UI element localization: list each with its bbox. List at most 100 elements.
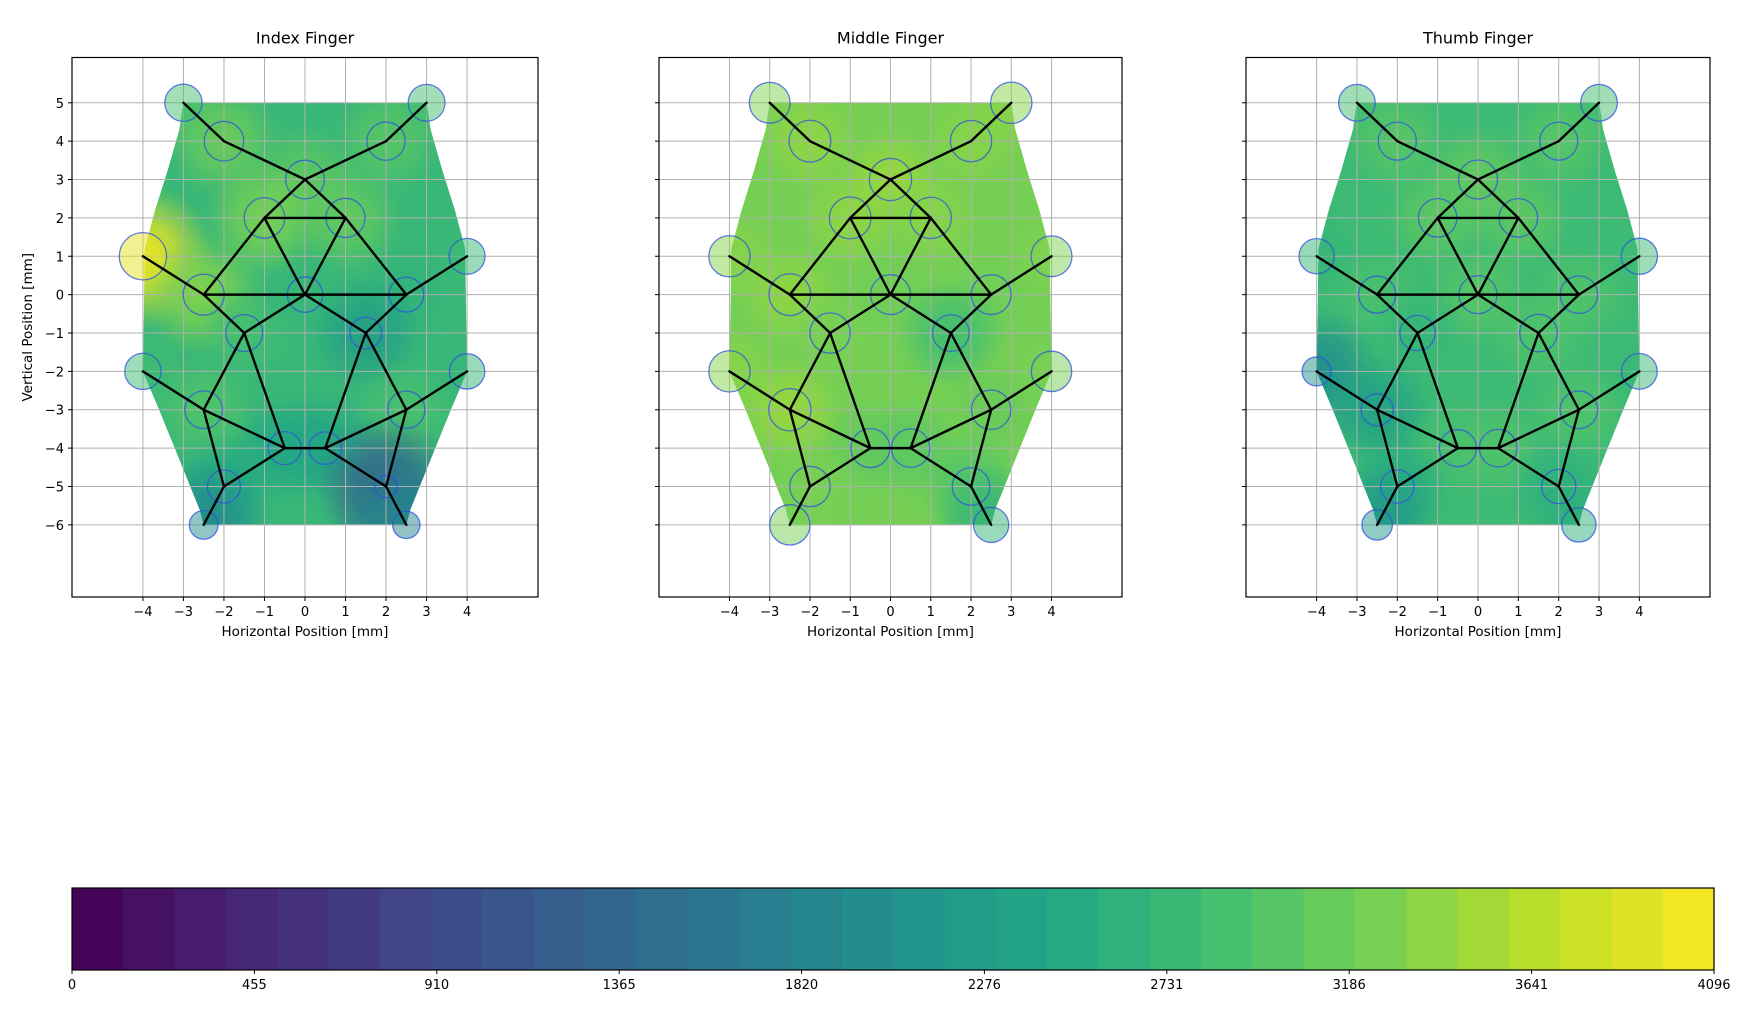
panel-thumb-finger: Thumb Finger −4 −3 −2 −1 0 1 2 3 4 Horizontal Pos… — [1242, 29, 1711, 640]
colorbar-segment — [1149, 888, 1202, 970]
sensor-node-circle — [285, 159, 325, 200]
x-tick-label: −4 — [720, 605, 739, 620]
sensor-node-circle — [789, 465, 831, 508]
colorbar: 0 455 910 1365 1820 2276 2731 3186 3641 4096 — [68, 887, 1731, 993]
sensor-node-circle — [366, 121, 406, 161]
colorbar-segment — [328, 888, 381, 970]
y-tick-label: −5 — [45, 480, 64, 495]
sensor-node-circle — [206, 469, 242, 504]
colorbar-segment — [225, 888, 278, 970]
colorbar-segment — [379, 888, 432, 970]
colorbar-tick-label: 3186 — [1333, 978, 1366, 993]
sensor-node-circle — [788, 119, 832, 163]
heatmap-surface — [729, 102, 1052, 525]
x-tick-label: 0 — [1474, 605, 1482, 620]
x-tick-label: −1 — [1428, 605, 1447, 620]
x-tick-label: 3 — [422, 605, 430, 620]
colorbar-segment — [1252, 888, 1305, 970]
x-tick-label: −2 — [214, 605, 233, 620]
sensor-node-circle — [349, 316, 383, 350]
sensor-node-circle — [809, 312, 851, 354]
colorbar-tick-label: 2276 — [968, 978, 1001, 993]
colorbar-segment — [1354, 888, 1407, 970]
y-tick-label: −3 — [45, 404, 64, 419]
sensor-node-circle — [951, 467, 991, 506]
colorbar-tick-label: 1820 — [785, 978, 818, 993]
x-tick-label: −3 — [760, 605, 779, 620]
sensor-node-circle — [970, 389, 1012, 431]
colorbar-tick-label: 910 — [424, 978, 449, 993]
colorbar-segment — [1406, 888, 1459, 970]
y-axis-ticks — [1242, 102, 1246, 526]
colorbar-tick-label: 2731 — [1150, 978, 1183, 993]
x-tick-label: −4 — [133, 605, 152, 620]
colorbar-segment — [1098, 888, 1151, 970]
colorbar-segment — [1457, 888, 1510, 970]
sensor-node-circle — [1360, 393, 1394, 427]
heatmap-surface — [142, 102, 468, 525]
y-axis-ticks: 5 4 3 2 1 0 −1 −2 −3 −4 −5 −6 — [45, 97, 72, 534]
x-axis-label: Horizontal Position [mm] — [222, 624, 389, 640]
colorbar-segment — [533, 888, 586, 970]
sensor-node-circle — [374, 474, 398, 499]
x-tick-label: −2 — [800, 605, 819, 620]
grid — [72, 57, 538, 597]
colorbar-segment — [995, 888, 1048, 970]
x-tick-label: 2 — [382, 605, 390, 620]
x-tick-label: 0 — [886, 605, 894, 620]
colorbar-segment — [1303, 888, 1356, 970]
colorbar-segment — [431, 888, 484, 970]
sensor-node-circle — [949, 119, 993, 163]
sensor-node-circle — [1379, 469, 1415, 504]
sensor-node-circle — [1399, 314, 1436, 352]
x-tick-label: 2 — [967, 605, 975, 620]
colorbar-segment — [72, 888, 124, 970]
colorbar-segment — [739, 888, 791, 970]
y-axis-ticks — [655, 102, 659, 526]
sensor-node-circle — [868, 157, 913, 202]
colorbar-segment — [585, 888, 638, 970]
x-tick-label: 1 — [1514, 605, 1522, 620]
panel-title: Thumb Finger — [1422, 29, 1534, 48]
x-axis-ticks: −4 −3 −2 −1 0 1 2 3 4 — [133, 597, 471, 620]
sensor-node-circle — [203, 120, 245, 162]
x-tick-label: −1 — [841, 605, 860, 620]
x-tick-label: −3 — [174, 605, 193, 620]
sensor-node-circle — [225, 313, 264, 353]
skeleton-graph — [728, 101, 1053, 527]
y-tick-label: 4 — [56, 135, 64, 150]
x-tick-label: 4 — [463, 605, 471, 620]
sensor-node-circle — [387, 390, 426, 430]
x-tick-label: 1 — [341, 605, 349, 620]
sensor-node-circle — [1559, 390, 1599, 430]
colorbar-segment — [1611, 888, 1664, 970]
x-tick-label: 2 — [1555, 605, 1563, 620]
x-tick-label: 4 — [1047, 605, 1055, 620]
sensor-node-circle — [1540, 468, 1577, 505]
colorbar-segment — [687, 888, 740, 970]
x-tick-label: 3 — [1595, 605, 1603, 620]
heatmap-surface — [1316, 102, 1640, 525]
sensor-node-circle — [931, 314, 970, 352]
x-tick-label: 3 — [1007, 605, 1015, 620]
sensor-node-circle — [1519, 313, 1558, 353]
colorbar-segment — [277, 888, 330, 970]
colorbar-tick-label: 0 — [68, 978, 76, 993]
sensor-node-circle — [184, 390, 224, 430]
y-axis-label: Vertical Position [mm] — [20, 253, 36, 402]
x-tick-label: 0 — [301, 605, 309, 620]
colorbar-frame — [71, 887, 1715, 971]
y-tick-label: 5 — [56, 97, 64, 112]
y-tick-label: −4 — [45, 442, 64, 457]
sensor-node-circle — [768, 387, 812, 432]
x-tick-label: −3 — [1347, 605, 1366, 620]
colorbar-tick-label: 3641 — [1515, 978, 1548, 993]
panel-middle-finger: Middle Finger −4 −3 −2 −1 0 1 2 3 4 Horizontal Po… — [655, 29, 1123, 640]
grid — [659, 57, 1122, 597]
x-axis-ticks: −4 −3 −2 −1 0 1 2 3 4 — [720, 597, 1056, 620]
x-tick-label: 4 — [1635, 605, 1643, 620]
y-tick-label: 1 — [56, 250, 64, 265]
sensor-node-circle — [1457, 159, 1499, 200]
colorbar-segment — [944, 888, 997, 970]
